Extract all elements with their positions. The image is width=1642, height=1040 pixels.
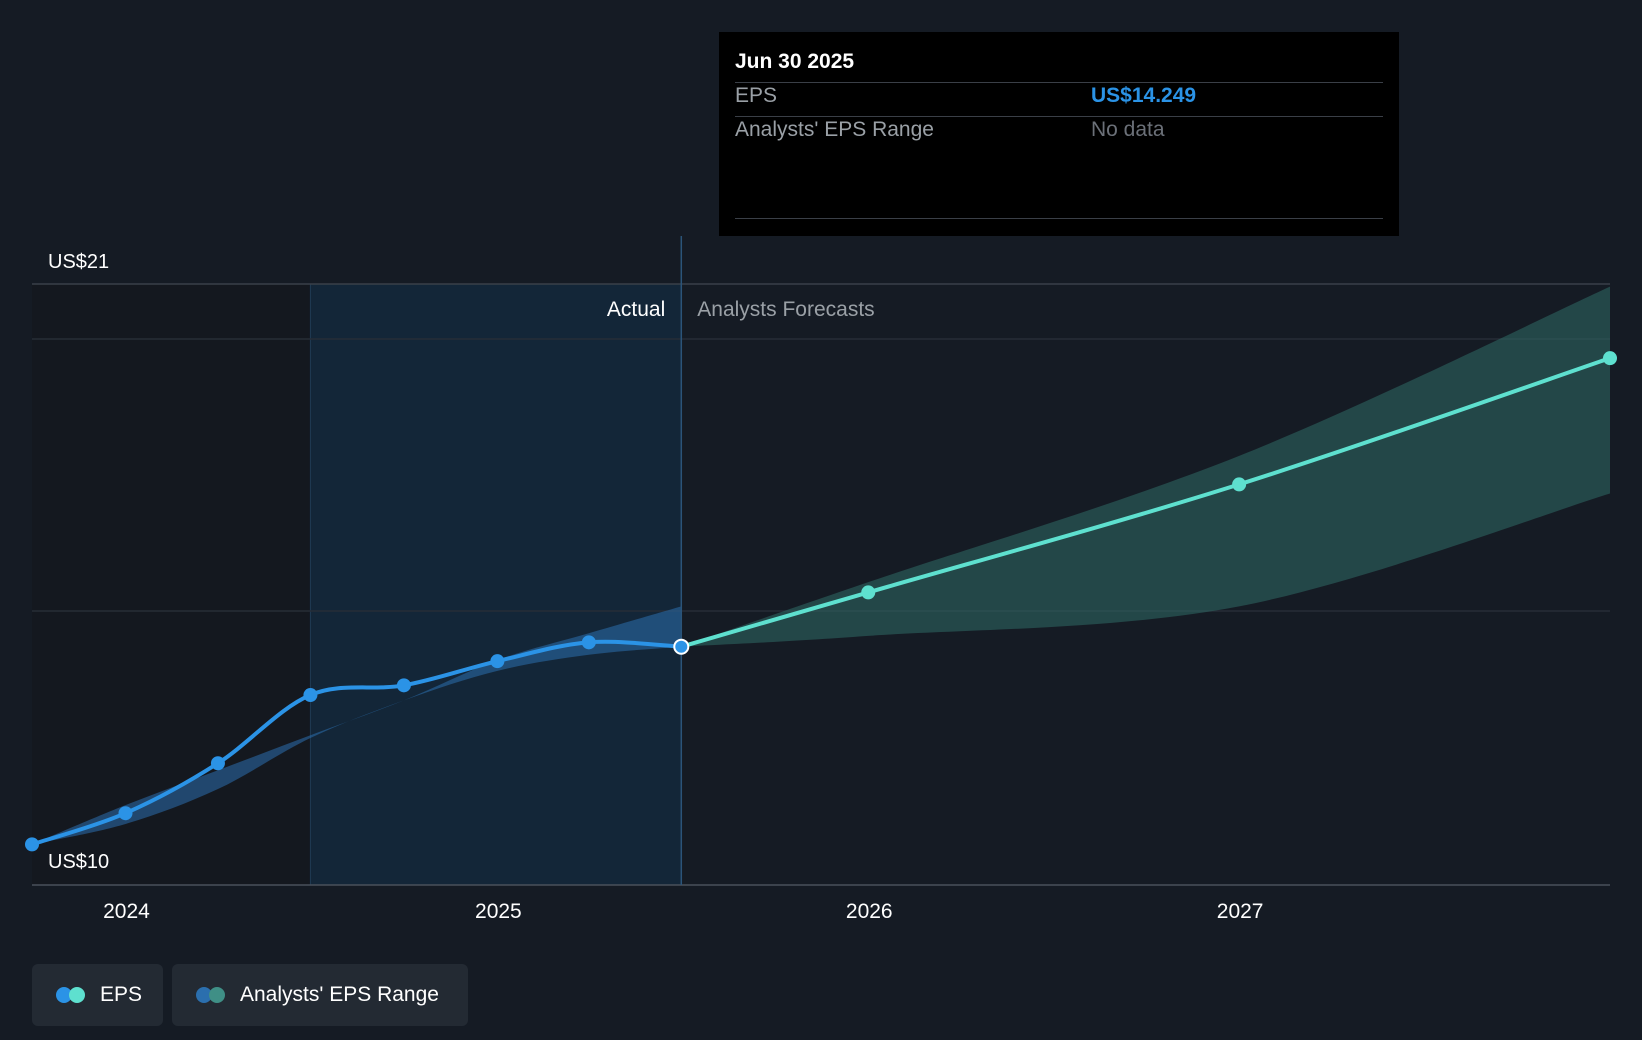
eps-point-forecast: [1232, 477, 1247, 492]
past-region: [32, 284, 311, 885]
y-tick-label: US$21: [48, 251, 109, 273]
legend-label-eps-range: Analysts' EPS Range: [240, 983, 439, 1006]
tooltip-range-value: No data: [1091, 118, 1165, 141]
eps-point-actual: [118, 806, 133, 821]
tooltip-range-label: Analysts' EPS Range: [735, 118, 934, 141]
actual-highlight-region: [310, 284, 682, 885]
x-tick-label: 2027: [1217, 900, 1264, 923]
x-tick-label: 2024: [103, 900, 150, 923]
eps-point-forecast: [861, 585, 876, 600]
eps-line-forecast: [679, 356, 1612, 649]
legend-item-eps-range[interactable]: Analysts' EPS Range: [172, 964, 468, 1026]
tooltip-divider: [735, 82, 1383, 83]
y-tick-label: US$10: [48, 851, 109, 873]
tooltip-divider: [735, 218, 1383, 219]
forecast-section-label: Analysts Forecasts: [697, 298, 874, 321]
tooltip-eps-label: EPS: [735, 84, 778, 107]
eps-point-forecast: [1603, 351, 1617, 366]
tooltip-date: Jun 30 2025: [735, 50, 855, 73]
eps-forecast-swatch: [69, 987, 85, 1003]
eps-legend-icon: [56, 987, 88, 1003]
range-band-actual: [32, 606, 682, 845]
range-band-forecast: [681, 286, 1610, 647]
legend-item-eps[interactable]: EPS: [32, 964, 163, 1026]
range-actual-swatch: [196, 987, 212, 1003]
range-legend-icon: [196, 987, 228, 1003]
eps-point-actual: [303, 688, 318, 703]
tooltip: Jun 30 2025 EPS US$14.249 Analysts' EPS …: [719, 32, 1399, 236]
eps-point-selected: [673, 638, 690, 655]
range-forecast-swatch: [209, 987, 225, 1003]
eps-point-actual: [396, 678, 411, 693]
eps-point-actual: [210, 756, 225, 771]
eps-point-actual: [25, 837, 39, 852]
x-tick-label: 2026: [846, 900, 893, 923]
eps-actual-swatch: [56, 987, 72, 1003]
eps-line-actual: [30, 639, 684, 847]
x-tick-label: 2025: [475, 900, 522, 923]
eps-point-actual: [581, 635, 596, 650]
tooltip-eps-value: US$14.249: [1091, 84, 1197, 107]
legend-label-eps: EPS: [100, 983, 143, 1006]
eps-point-actual: [490, 654, 505, 669]
tooltip-divider: [735, 116, 1383, 117]
actual-section-label: Actual: [607, 298, 665, 321]
